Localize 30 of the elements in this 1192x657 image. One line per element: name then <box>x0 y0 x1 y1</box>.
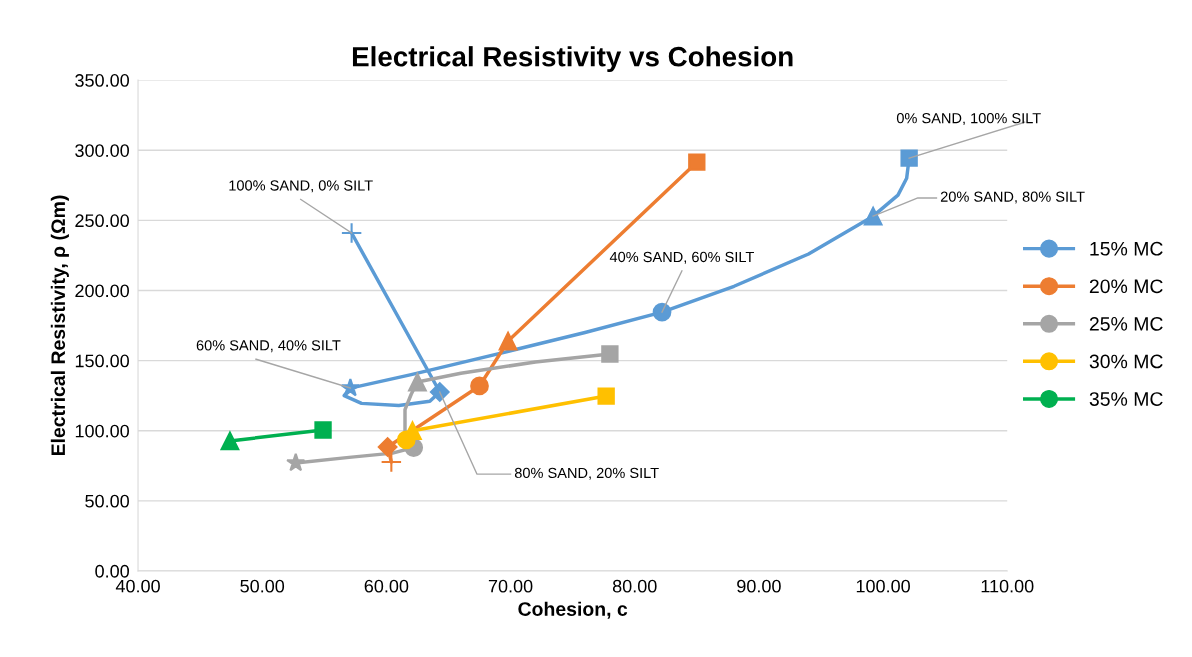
legend-label: 25% MC <box>1089 316 1163 331</box>
x-tick-label: 70.00 <box>488 579 533 593</box>
y-tick-label: 300.00 <box>75 144 129 157</box>
y-axis-title: Electrical Resistivity, ρ (Ωm) <box>50 195 69 456</box>
x-tick-label: 50.00 <box>240 579 285 593</box>
x-tick-label: 90.00 <box>737 579 781 593</box>
legend-label: 15% MC <box>1090 241 1163 256</box>
legend-label: 35% MC <box>1089 392 1163 406</box>
y-tick-label: 100.00 <box>75 424 129 438</box>
y-tick-label: 200.00 <box>75 284 129 298</box>
y-tick-label: 0.00 <box>95 564 129 578</box>
x-tick-label: 80.00 <box>612 579 657 593</box>
y-tick-label: 50.00 <box>85 494 129 508</box>
y-tick-label: 150.00 <box>75 354 129 368</box>
legend-label: 20% MC <box>1089 279 1163 294</box>
annotation: 20% SAND, 80% SILT <box>940 191 1085 204</box>
y-tick-label: 350.00 <box>75 74 129 87</box>
annotation: 40% SAND, 60% SILT <box>609 251 754 264</box>
x-axis-title: Cohesion, c <box>518 601 628 619</box>
x-tick-label: 40.00 <box>115 579 160 593</box>
legend-label: 30% MC <box>1089 354 1163 369</box>
x-tick-label: 60.00 <box>364 579 409 593</box>
chart-title: Electrical Resistivity vs Cohesion <box>352 46 793 73</box>
annotation: 80% SAND, 20% SILT <box>514 467 659 480</box>
x-tick-label: 110.00 <box>981 579 1034 593</box>
annotation: 60% SAND, 40% SILT <box>196 340 341 353</box>
annotation: 0% SAND, 100% SILT <box>896 113 1041 126</box>
annotation: 100% SAND, 0% SILT <box>229 180 373 193</box>
y-tick-label: 250.00 <box>75 214 129 228</box>
x-tick-label: 100.00 <box>856 579 910 593</box>
